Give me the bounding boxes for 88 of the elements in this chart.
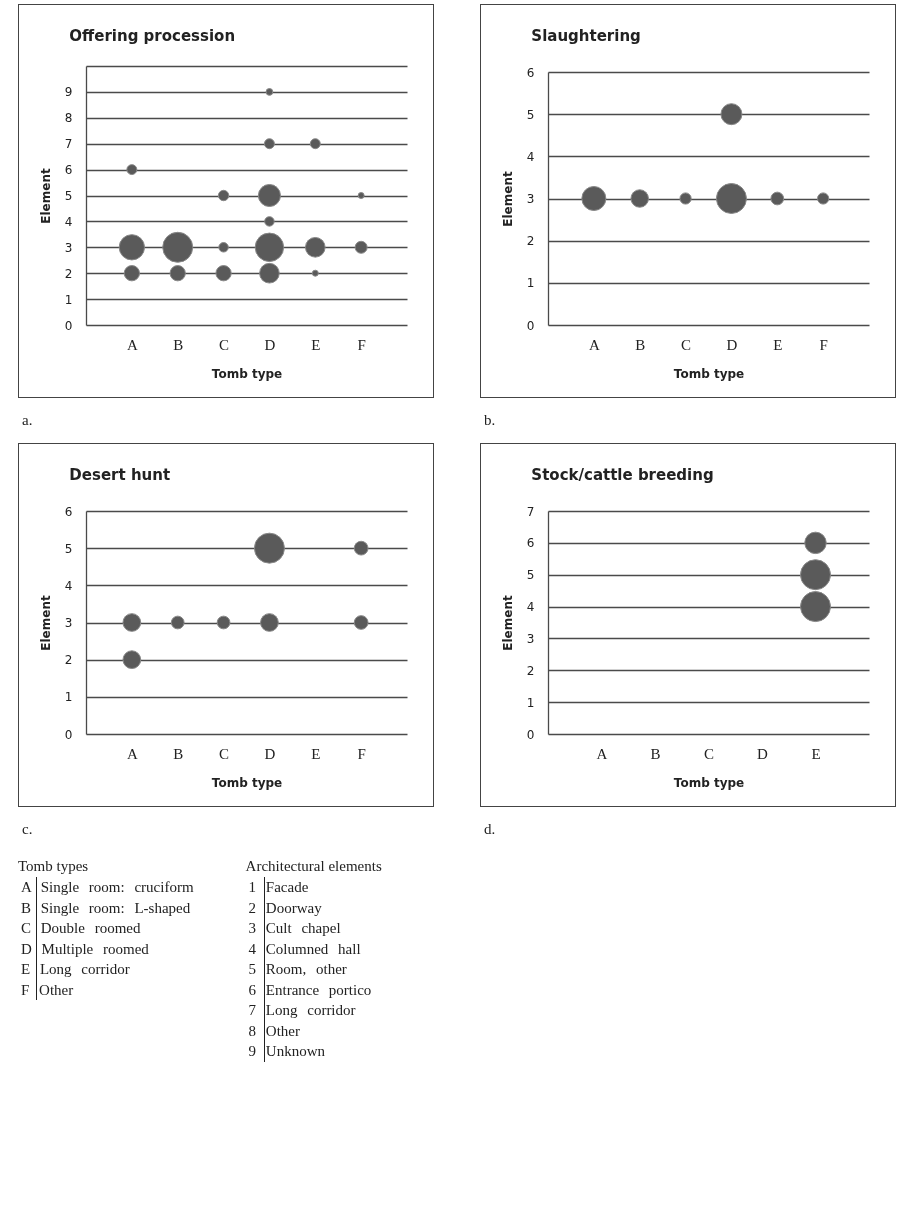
x-tick-label: E [311, 336, 321, 353]
y-tick-label: 0 [64, 318, 73, 333]
y-axis-title: Element [38, 168, 53, 224]
y-tick-label: 0 [64, 727, 73, 742]
x-tick-label: A [126, 745, 138, 762]
text: 3 Cult chapel [247, 919, 342, 938]
x-tick-label: D [757, 745, 769, 762]
x-tick-label: C [681, 336, 692, 353]
y-tick-label: 5 [64, 541, 73, 556]
text: 5 Room, other [247, 960, 348, 979]
y-tick-label: 3 [526, 192, 535, 206]
y-tick-label: 8 [64, 111, 73, 126]
x-tick-label: C [703, 745, 715, 762]
x-tick-label: F [357, 336, 366, 353]
text: 4 Columned hall [247, 939, 362, 959]
text: F Other [20, 980, 75, 1000]
chart-title: Stock/cattle breeding [531, 466, 714, 484]
y-tick-label: 4 [64, 578, 73, 593]
y-axis-title: Element [500, 171, 515, 227]
y-tick-label: 1 [64, 292, 73, 307]
y-tick-label: 1 [526, 695, 535, 710]
x-tick-label: F [357, 745, 366, 762]
y-tick-label: 3 [64, 616, 73, 630]
y-tick-label: 6 [526, 65, 535, 80]
text: a. [22, 412, 34, 429]
text: E Long corridor [20, 960, 131, 979]
y-tick-label: 9 [64, 85, 73, 100]
y-tick-label: 2 [526, 663, 535, 678]
x-tick-label: B [635, 336, 646, 353]
chart-title: Slaughtering [531, 27, 641, 45]
y-tick-label: 2 [526, 234, 535, 249]
text: D Multiple roomed [20, 939, 150, 959]
text: Tomb types [18, 858, 90, 875]
text: 9 Unknown [247, 1042, 326, 1061]
y-tick-label: 6 [526, 536, 535, 551]
x-tick-label: B [173, 745, 184, 762]
y-tick-label: 0 [526, 727, 535, 742]
x-tick-label: C [219, 336, 230, 353]
x-tick-label: E [811, 745, 821, 762]
text: 1 Facade [247, 878, 310, 897]
y-tick-label: 2 [64, 266, 73, 281]
x-tick-label: D [264, 336, 276, 353]
y-tick-label: 1 [526, 276, 535, 291]
y-tick-label: 7 [526, 504, 535, 519]
text: b. [484, 412, 497, 429]
text: d. [484, 821, 497, 838]
x-axis-title: Tomb type [673, 366, 745, 381]
y-tick-label: 0 [526, 318, 535, 333]
x-tick-label: C [219, 745, 230, 762]
y-tick-label: 6 [64, 504, 73, 519]
text: c. [22, 821, 34, 838]
y-tick-label: 4 [64, 214, 73, 229]
y-tick-label: 7 [64, 137, 73, 152]
text: 6 Entrance portico [247, 980, 373, 1000]
y-axis-title: Element [38, 595, 53, 651]
chart-title: Offering procession [69, 27, 236, 45]
x-tick-label: B [173, 336, 184, 353]
x-tick-label: A [596, 745, 608, 762]
x-tick-label: B [650, 745, 661, 762]
chart-title: Desert hunt [69, 466, 171, 484]
y-tick-label: 5 [526, 107, 535, 122]
x-tick-label: D [726, 336, 738, 353]
y-tick-label: 5 [64, 189, 73, 203]
y-axis-title: Element [500, 595, 515, 651]
text: 7 Long corridor [247, 1001, 357, 1020]
y-tick-label: 3 [526, 631, 535, 646]
x-tick-label: A [588, 336, 600, 353]
y-tick-label: 6 [64, 163, 73, 178]
y-tick-label: 4 [526, 149, 535, 164]
text: Architectural elements [245, 858, 382, 875]
y-tick-label: 1 [64, 690, 73, 705]
text: C Double roomed [20, 919, 142, 938]
y-tick-label: 2 [64, 653, 73, 668]
x-tick-label: E [311, 745, 321, 762]
text: B Single room: L-shaped [20, 898, 192, 918]
x-tick-label: A [126, 336, 138, 353]
x-axis-title: Tomb type [673, 775, 745, 790]
y-tick-label: 4 [526, 600, 535, 615]
text: 8 Other [247, 1021, 301, 1041]
y-tick-label: 5 [526, 568, 535, 583]
text: 2 Doorway [247, 898, 323, 918]
x-axis-title: Tomb type [211, 366, 283, 381]
x-tick-label: E [773, 336, 783, 353]
x-tick-label: D [264, 745, 276, 762]
x-axis-title: Tomb type [211, 775, 283, 790]
y-tick-label: 3 [64, 240, 73, 255]
x-tick-label: F [819, 336, 828, 353]
text: A Single room: cruciform [20, 878, 194, 897]
